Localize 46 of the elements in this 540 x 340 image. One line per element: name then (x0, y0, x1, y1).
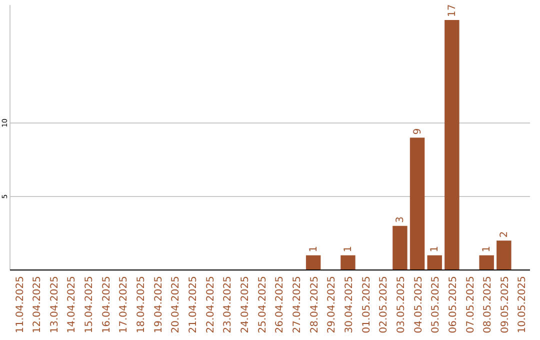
x-tick-label: 28.04.2025 (309, 276, 320, 334)
x-tick-label: 26.04.2025 (274, 276, 286, 334)
data-label: 1 (308, 246, 320, 252)
x-tick-label: 20.04.2025 (170, 276, 182, 334)
x-tick-label: 15.04.2025 (84, 276, 96, 334)
x-tick-label: 03.05.2025 (396, 276, 407, 334)
x-tick-label: 13.04.2025 (49, 276, 60, 334)
data-label: 1 (342, 246, 354, 252)
x-tick-label: 23.04.2025 (222, 276, 234, 334)
data-label: 17 (446, 4, 458, 17)
x-tick-label: 30.04.2025 (344, 276, 355, 334)
x-tick-label: 18.04.2025 (136, 276, 148, 334)
x-tick-label: 04.05.2025 (413, 276, 424, 334)
x-tick-label: 29.04.2025 (326, 276, 338, 334)
x-tick-label: 07.05.2025 (465, 276, 476, 334)
x-tick-label: 19.04.2025 (153, 276, 164, 334)
data-label: 1 (430, 246, 441, 252)
x-tick-label: 22.04.2025 (205, 276, 216, 334)
bar (479, 255, 494, 270)
x-tick-label: 10.05.2025 (517, 276, 528, 334)
x-tick-label: 11.04.2025 (14, 276, 26, 334)
x-tick-label: 05.05.2025 (430, 276, 442, 334)
x-tick-label: 01.05.2025 (361, 276, 372, 334)
data-label: 1 (482, 246, 493, 252)
x-tick-label: 25.04.2025 (257, 276, 268, 334)
x-tick-label: 08.05.2025 (482, 276, 494, 334)
bar (392, 226, 408, 270)
bar (306, 255, 321, 270)
x-tick-label: 12.04.2025 (32, 276, 44, 334)
x-tick-label: 14.04.2025 (66, 276, 78, 334)
data-label: 2 (498, 231, 510, 238)
bar (427, 255, 442, 270)
data-label: 3 (394, 216, 406, 223)
x-tick-label: 16.04.2025 (101, 276, 112, 334)
bar (340, 255, 356, 270)
x-tick-label: 06.05.2025 (448, 276, 459, 334)
x-tick-label: 17.04.2025 (118, 276, 130, 334)
x-tick-label: 09.05.2025 (500, 276, 511, 334)
x-tick-label: 24.04.2025 (240, 276, 252, 334)
x-tick-label: 27.04.2025 (292, 276, 303, 334)
bar (410, 138, 425, 270)
bar (496, 240, 512, 270)
data-label: 9 (412, 128, 424, 135)
x-tick-label: 02.05.2025 (378, 276, 390, 334)
bar (444, 20, 460, 270)
x-tick-label: 21.04.2025 (188, 276, 200, 334)
